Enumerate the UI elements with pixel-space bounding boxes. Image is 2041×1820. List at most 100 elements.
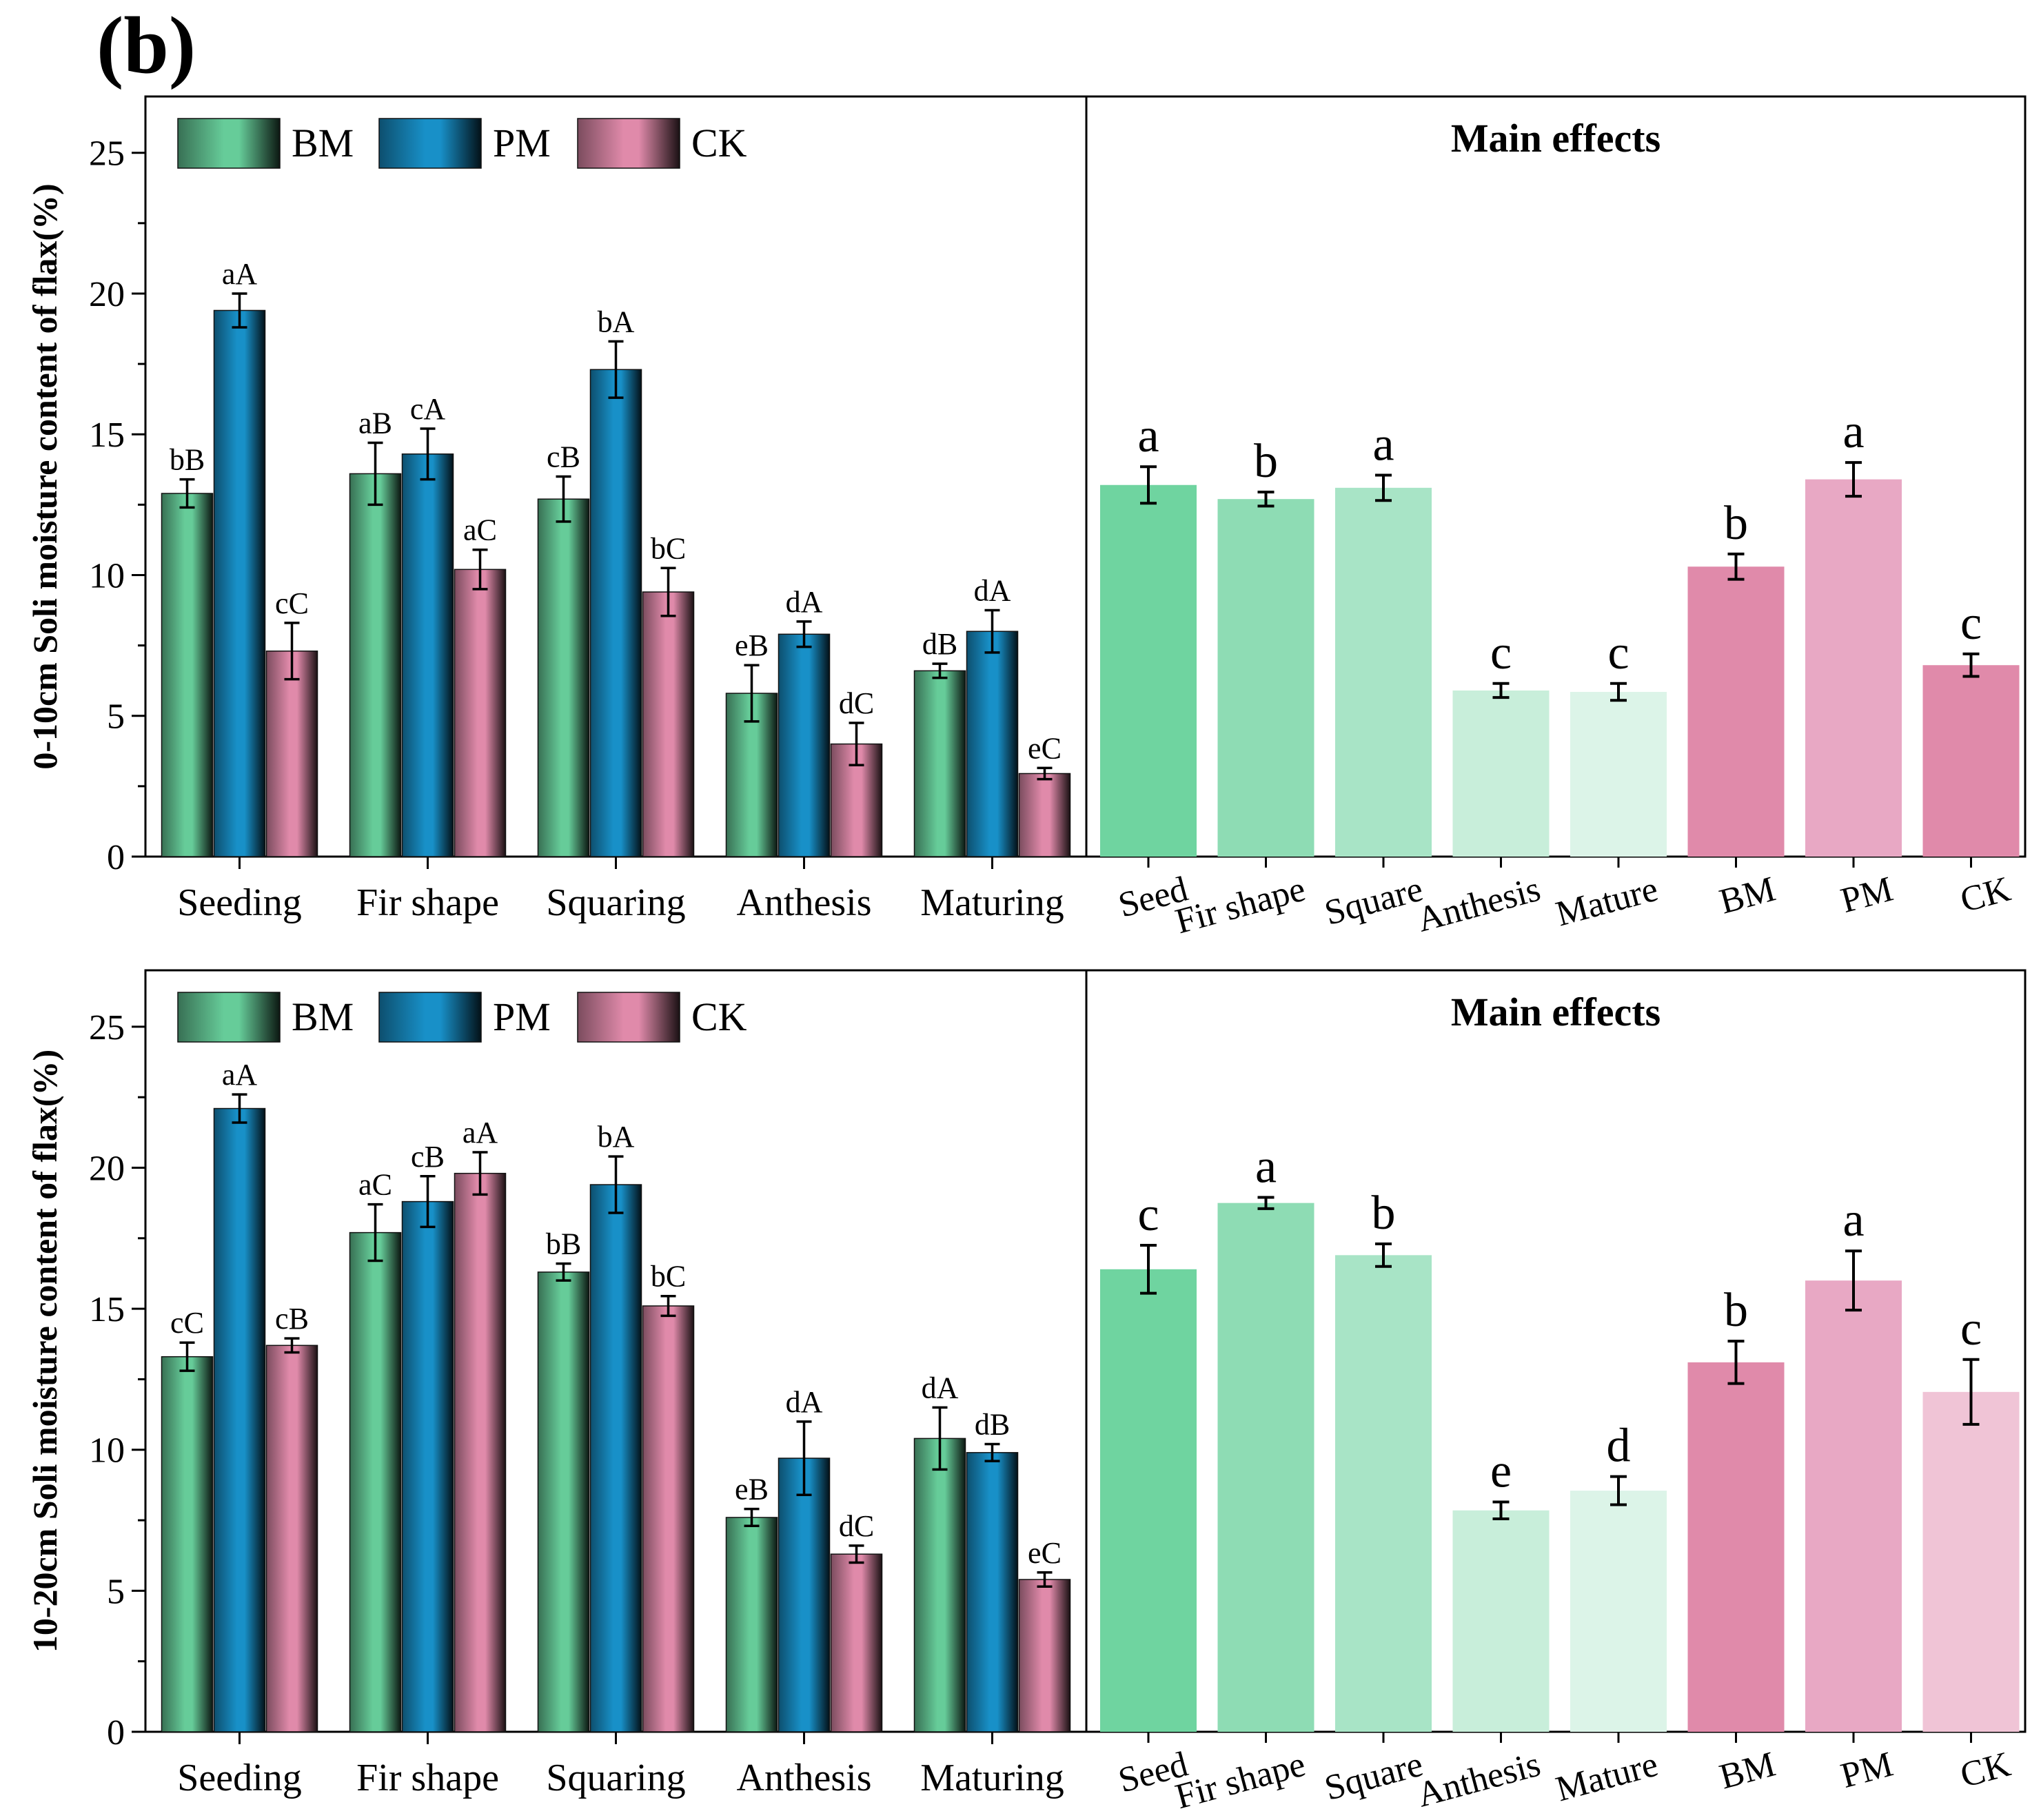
panel-title: Main effects xyxy=(1451,116,1661,161)
significance-label: cC xyxy=(170,1306,204,1340)
x-tick-label: Fir shape xyxy=(356,881,499,924)
bar-ck xyxy=(1018,773,1071,857)
significance-label: d xyxy=(1607,1420,1631,1473)
y-axis-title: 10-20cm Soli moisture content of flax(%) xyxy=(26,1050,64,1653)
legend-swatch-bm xyxy=(177,992,281,1043)
significance-label: eB xyxy=(735,628,769,662)
legend-swatch-pm xyxy=(378,118,482,169)
bar-bm xyxy=(537,1271,590,1732)
bar-bm xyxy=(349,473,402,857)
bar-pm xyxy=(966,1452,1019,1732)
bar-pm xyxy=(778,1458,831,1732)
bar-ck xyxy=(265,1344,318,1732)
significance-label: bB xyxy=(170,443,205,477)
y-tick-label: 20 xyxy=(89,1149,125,1188)
y-tick-label: 10 xyxy=(89,556,125,595)
x-tick-label: Fir shape xyxy=(1171,870,1309,942)
legend-label: PM xyxy=(493,994,551,1039)
significance-label: b xyxy=(1724,1284,1748,1337)
bar-pm xyxy=(966,631,1019,857)
legend-swatch-ck xyxy=(577,118,680,169)
main-effect-bar xyxy=(1922,1391,2020,1732)
y-tick-label: 15 xyxy=(89,416,125,455)
x-tick-label: Seeding xyxy=(177,1757,301,1799)
significance-label: dA xyxy=(922,1371,959,1404)
bar-bm xyxy=(913,670,966,857)
bar-ck xyxy=(454,1172,507,1732)
bar-pm xyxy=(213,1107,266,1732)
bar-ck xyxy=(830,1553,883,1732)
main-effect-bar xyxy=(1805,1280,1902,1732)
significance-label: cB xyxy=(547,440,580,474)
significance-label: c xyxy=(1137,1188,1159,1241)
bar-pm xyxy=(778,633,831,857)
bar-ck xyxy=(265,651,318,857)
main-effect-bar xyxy=(1100,1269,1197,1732)
x-tick-label: Mature xyxy=(1552,870,1662,934)
legend-label: BM xyxy=(292,994,354,1039)
significance-label: c xyxy=(1960,597,1982,650)
significance-label: dB xyxy=(922,627,957,661)
x-tick-label: Anthesis xyxy=(1413,1745,1545,1815)
legend-swatch-bm xyxy=(177,118,281,169)
legend-label: PM xyxy=(493,121,551,165)
main-effect-bar xyxy=(1805,479,1902,857)
legend-swatch-pm xyxy=(378,992,482,1043)
y-tick-label: 10 xyxy=(89,1431,125,1471)
x-tick-label: Fir shape xyxy=(356,1757,499,1799)
main-effect-bar xyxy=(1335,1255,1432,1732)
x-tick-label: Square xyxy=(1321,1745,1427,1808)
significance-label: a xyxy=(1372,418,1394,471)
significance-label: eC xyxy=(1028,1536,1062,1570)
significance-label: bC xyxy=(651,1260,686,1294)
y-tick-label: 5 xyxy=(107,1572,125,1611)
x-tick-label: Maturing xyxy=(920,881,1064,924)
x-tick-label: BM xyxy=(1716,870,1780,922)
significance-label: c xyxy=(1607,626,1629,679)
bar-pm xyxy=(589,369,642,857)
legend-swatch-ck xyxy=(577,992,680,1043)
legend-label: BM xyxy=(292,121,354,165)
y-tick-label: 15 xyxy=(89,1290,125,1329)
significance-label: a xyxy=(1842,405,1864,458)
bar-pm xyxy=(401,1200,454,1732)
main-effect-bar xyxy=(1922,665,2020,857)
x-tick-label: Anthesis xyxy=(737,1757,872,1799)
significance-label: c xyxy=(1960,1302,1982,1356)
y-tick-label: 25 xyxy=(89,134,125,174)
x-tick-label: BM xyxy=(1716,1745,1780,1797)
x-tick-label: Anthesis xyxy=(1413,870,1545,940)
x-tick-label: PM xyxy=(1837,1745,1897,1797)
significance-label: cB xyxy=(275,1302,309,1336)
significance-label: a xyxy=(1255,1140,1277,1193)
significance-label: aA xyxy=(222,257,258,291)
x-tick-label: CK xyxy=(1956,869,2015,920)
significance-label: e xyxy=(1490,1444,1512,1497)
y-tick-label: 0 xyxy=(107,1713,125,1752)
y-tick-label: 0 xyxy=(107,838,125,877)
x-tick-label: Anthesis xyxy=(737,881,872,924)
bar-pm xyxy=(589,1184,642,1732)
x-tick-label: Squaring xyxy=(546,1757,685,1799)
y-axis-title: 0-10cm Soli moisture content of flax(%) xyxy=(26,183,64,769)
significance-label: dA xyxy=(974,574,1011,608)
x-tick-label: Square xyxy=(1321,870,1427,933)
y-tick-label: 5 xyxy=(107,697,125,737)
significance-label: aA xyxy=(463,1116,498,1149)
significance-label: dA xyxy=(786,1385,823,1419)
bar-bm xyxy=(913,1438,966,1732)
significance-label: a xyxy=(1137,409,1159,462)
significance-label: bA xyxy=(598,305,635,338)
significance-label: eB xyxy=(735,1473,769,1506)
x-tick-label: Mature xyxy=(1552,1745,1662,1810)
plot-frame xyxy=(1085,969,2027,1733)
main-effect-bar xyxy=(1217,1203,1314,1732)
bar-ck xyxy=(642,1305,695,1732)
significance-label: bB xyxy=(546,1227,581,1261)
main-effect-bar xyxy=(1570,1491,1667,1732)
legend-label: CK xyxy=(691,994,747,1039)
panel-label: (b) xyxy=(97,0,196,90)
significance-label: a xyxy=(1842,1194,1864,1247)
significance-label: dC xyxy=(839,686,874,720)
